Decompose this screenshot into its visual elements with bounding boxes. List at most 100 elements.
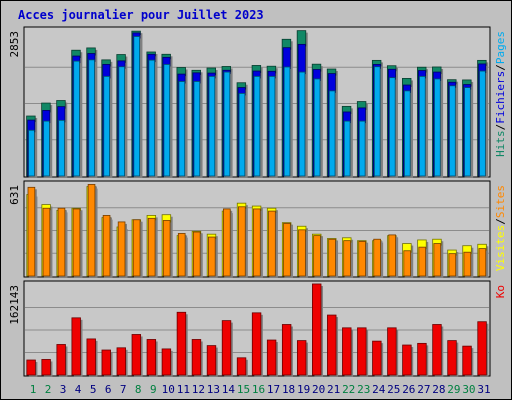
- x-tick-day-18: 18: [282, 383, 295, 396]
- bars: [26, 283, 489, 377]
- bar-ko-day-5: [86, 338, 96, 376]
- bar-ko-day-25: [387, 327, 397, 376]
- x-tick-day-5: 5: [90, 383, 97, 396]
- panel-ko: 162143 Ko: [8, 280, 507, 377]
- bar-pages-day-4: [73, 60, 80, 177]
- x-tick-day-19: 19: [297, 383, 310, 396]
- bar-sites-day-20: [313, 235, 321, 277]
- y-max-label: 631: [8, 185, 21, 205]
- bar-ko-day-31: [477, 321, 487, 376]
- bar-pages-day-30: [464, 87, 471, 177]
- bar-sites-day-30: [463, 251, 472, 277]
- bar-sites-day-13: [207, 236, 216, 277]
- bar-pages-day-29: [449, 85, 456, 177]
- x-tick-day-30: 30: [462, 383, 475, 396]
- x-tick-day-8: 8: [135, 383, 142, 396]
- bar-ko-day-19: [296, 340, 307, 376]
- bar-ko-day-24: [372, 340, 382, 376]
- bar-sites-day-14: [223, 208, 231, 277]
- bar-ko-day-27: [417, 342, 427, 376]
- bar-pages-day-11: [178, 81, 186, 177]
- bar-pages-day-12: [193, 81, 201, 177]
- bar-pages-day-2: [43, 120, 50, 177]
- x-tick-day-26: 26: [402, 383, 415, 396]
- legend-visites: Visites: [494, 225, 507, 271]
- bar-ko-day-3: [56, 344, 66, 376]
- bar-ko-day-26: [402, 344, 412, 376]
- bar-pages-day-20: [313, 78, 321, 177]
- legend-hits: Hits: [494, 130, 507, 157]
- bar-sites-day-1: [27, 186, 36, 277]
- x-tick-day-10: 10: [162, 383, 175, 396]
- bar-pages-day-8: [133, 36, 141, 177]
- bar-ko-day-2: [41, 359, 51, 376]
- bar-sites-day-12: [192, 231, 201, 277]
- x-tick-day-2: 2: [45, 383, 52, 396]
- bar-ko-day-14: [221, 320, 232, 376]
- x-tick-day-15: 15: [237, 383, 250, 396]
- bar-pages-day-22: [343, 120, 351, 177]
- bar-pages-day-21: [328, 90, 336, 177]
- bar-ko-day-9: [146, 339, 157, 376]
- bar-sites-day-5: [87, 184, 96, 277]
- bar-sites-day-9: [147, 217, 156, 277]
- bar-pages-day-17: [268, 75, 276, 177]
- y-max-label: 2853: [8, 31, 21, 58]
- legend-sites: Sites: [494, 185, 507, 218]
- bar-ko-day-12: [191, 339, 202, 376]
- bar-sites-day-4: [72, 208, 81, 277]
- legend-ko: Ko: [494, 285, 507, 298]
- bar-ko-day-18: [281, 324, 292, 376]
- bar-ko-day-21: [327, 314, 337, 376]
- bar-ko-day-8: [131, 334, 142, 376]
- bar-sites-day-23: [358, 240, 366, 277]
- bar-pages-day-9: [148, 59, 156, 177]
- x-tick-day-4: 4: [75, 383, 82, 396]
- x-tick-day-9: 9: [150, 383, 157, 396]
- bar-pages-day-13: [208, 75, 216, 177]
- bar-sites-day-27: [418, 246, 427, 277]
- bar-ko-day-22: [342, 327, 352, 376]
- x-axis-day-labels: 1 2 3 4 5 6 7 8 9 10 11 12 13 14 15 16 17 18 19 20 21 22 23 24 2…: [30, 383, 491, 396]
- x-tick-day-16: 16: [252, 383, 265, 396]
- bar-sites-day-17: [268, 210, 276, 277]
- bar-pages-day-25: [388, 77, 396, 177]
- bar-pages-day-24: [373, 66, 381, 177]
- bar-ko-day-20: [312, 283, 322, 376]
- bar-pages-day-18: [283, 66, 291, 177]
- bar-pages-day-16: [253, 75, 261, 177]
- x-tick-day-12: 12: [192, 383, 205, 396]
- bar-pages-day-23: [358, 120, 366, 177]
- chart-title: Acces journalier pour Juillet 2023: [18, 8, 264, 22]
- bar-sites-day-18: [283, 222, 291, 277]
- bar-sites-day-15: [238, 206, 246, 277]
- bar-ko-day-15: [236, 357, 247, 376]
- bar-pages-day-14: [223, 71, 231, 177]
- bar-ko-day-28: [432, 324, 442, 376]
- bar-pages-day-1: [28, 129, 35, 177]
- legend-separator: /: [494, 218, 507, 225]
- x-tick-day-11: 11: [177, 383, 190, 396]
- y-max-label: 162143: [8, 285, 21, 325]
- x-tick-day-23: 23: [357, 383, 370, 396]
- bar-pages-day-10: [163, 64, 171, 177]
- bar-sites-day-28: [433, 243, 442, 277]
- legend: Hits/Fichiers/Pages: [494, 31, 507, 157]
- x-tick-day-24: 24: [372, 383, 386, 396]
- legend: Visites/Sites: [494, 185, 507, 271]
- bar-sites-day-21: [328, 238, 336, 277]
- legend-pages: Pages: [494, 31, 507, 64]
- bar-pages-day-3: [58, 119, 65, 177]
- bar-sites-day-2: [42, 207, 51, 277]
- bar-ko-day-23: [357, 327, 367, 376]
- bar-ko-day-30: [462, 345, 472, 376]
- x-tick-day-20: 20: [312, 383, 325, 396]
- bar-ko-day-11: [176, 311, 187, 376]
- x-tick-day-14: 14: [222, 383, 236, 396]
- bar-sites-day-31: [478, 248, 487, 277]
- bar-sites-day-26: [403, 250, 412, 277]
- bar-sites-day-10: [162, 220, 171, 277]
- bar-ko-day-1: [26, 359, 36, 376]
- x-tick-day-1: 1: [30, 383, 37, 396]
